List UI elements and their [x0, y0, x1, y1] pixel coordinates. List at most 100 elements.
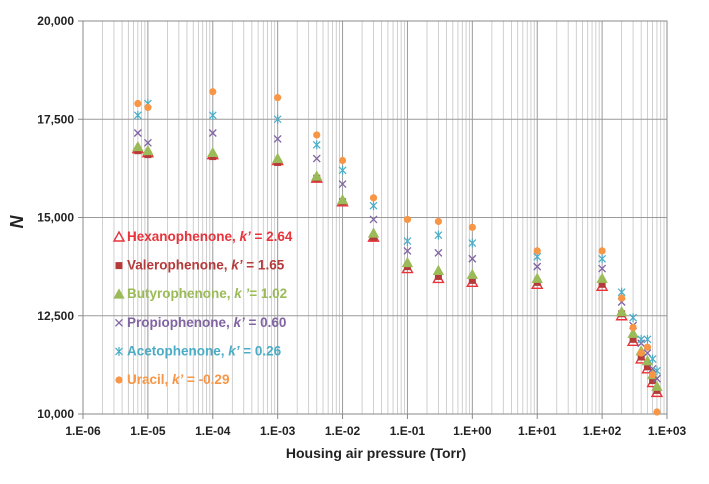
data-point — [133, 110, 142, 120]
data-point — [649, 377, 657, 385]
legend-marker — [115, 318, 123, 327]
data-point — [629, 323, 637, 332]
data-point — [208, 110, 217, 120]
legend-label: Valerophenone, k’ = 1.65 — [127, 258, 285, 273]
data-point — [369, 215, 378, 224]
data-point — [598, 280, 606, 288]
y-axis-ticks: 10,000 12,500 15,000 17,500 20,000 — [37, 14, 83, 421]
legend-item-uracil: Uracil, k’ = -0.29 — [115, 372, 229, 387]
data-point — [403, 236, 412, 246]
data-point — [637, 349, 645, 357]
legend-marker — [115, 376, 123, 384]
data-point — [336, 193, 349, 205]
data-point — [615, 305, 628, 317]
data-point — [468, 276, 476, 284]
data-point — [142, 144, 154, 156]
data-point — [434, 230, 443, 240]
y-tick-label: 15,000 — [37, 211, 74, 225]
data-point — [432, 264, 445, 275]
data-point — [434, 217, 443, 226]
legend-label: Propiophenone, k’ = 0.60 — [127, 315, 286, 330]
x-tick-label: 1.E-03 — [260, 424, 296, 438]
y-tick-label: 10,000 — [37, 407, 74, 421]
y-tick-label: 12,500 — [37, 309, 74, 323]
data-point — [598, 247, 606, 255]
data-point — [434, 248, 443, 257]
data-point — [648, 364, 657, 373]
legend-item-butyrophenone: Butyrophenone, k ’= 1.02 — [113, 286, 287, 301]
data-point — [401, 256, 414, 268]
data-point — [132, 140, 144, 152]
data-point — [338, 180, 347, 189]
data-point — [643, 343, 652, 351]
series-acetophenone — [133, 99, 661, 376]
data-point — [274, 94, 282, 102]
legend-label: Hexanophenone, k’ = 2.64 — [127, 229, 293, 244]
data-point — [641, 355, 654, 366]
data-point — [637, 353, 645, 361]
data-point — [531, 272, 543, 283]
data-point — [312, 140, 321, 150]
legend-item-hexanophenone: Hexanophenone, k’ = 2.64 — [112, 229, 293, 244]
data-point — [273, 114, 282, 124]
data-point — [643, 363, 651, 371]
data-point — [533, 247, 541, 255]
data-point — [651, 380, 663, 391]
x-tick-label: 1.E+01 — [518, 424, 557, 438]
legend-marker — [113, 288, 125, 299]
data-point — [598, 264, 607, 273]
data-point — [629, 335, 637, 343]
data-point — [338, 156, 347, 165]
legend-item-propiophenone: Propiophenone, k’ = 0.60 — [115, 315, 286, 330]
x-tick-label: 1.E-06 — [65, 424, 101, 438]
data-series — [131, 88, 664, 416]
data-point — [533, 262, 542, 271]
x-axis-title: Housing air pressure (Torr) — [286, 445, 466, 461]
x-tick-label: 1.E+00 — [453, 424, 492, 438]
x-tick-label: 1.E+02 — [583, 424, 622, 438]
data-point — [466, 268, 479, 279]
x-tick-label: 1.E-02 — [325, 424, 361, 438]
data-point — [367, 227, 380, 238]
data-point — [627, 327, 639, 338]
series-butyrophenone — [132, 140, 663, 391]
legend-marker — [115, 262, 123, 270]
data-point — [209, 88, 217, 96]
x-tick-label: 1.E-04 — [195, 424, 231, 438]
legend-marker — [112, 230, 126, 242]
data-point — [369, 194, 378, 202]
data-point — [598, 254, 607, 264]
data-point — [311, 170, 323, 181]
data-point — [338, 165, 347, 175]
data-point — [143, 138, 152, 147]
data-point — [208, 129, 217, 137]
data-point — [468, 254, 477, 263]
data-point — [637, 334, 646, 344]
y-tick-label: 17,500 — [37, 112, 74, 126]
x-tick-label: 1.E-01 — [390, 424, 426, 438]
legend-marker — [115, 346, 123, 356]
y-axis-title: N — [7, 215, 27, 229]
data-point — [434, 272, 442, 280]
data-point — [468, 238, 477, 248]
data-point — [273, 134, 282, 143]
data-point — [134, 99, 142, 108]
data-point — [133, 129, 142, 137]
legend-item-valerophenone: Valerophenone, k’ = 1.65 — [115, 258, 285, 273]
x-tick-label: 1.E+03 — [648, 424, 687, 438]
legend-label: Butyrophenone, k ’= 1.02 — [127, 286, 287, 301]
data-point — [629, 313, 637, 323]
legend-item-acetophenone: Acetophenone, k’ = 0.26 — [115, 343, 282, 358]
data-point — [144, 103, 152, 112]
y-tick-label: 20,000 — [37, 14, 74, 28]
data-point — [271, 152, 284, 163]
data-point — [468, 223, 476, 231]
legend: Hexanophenone, k’ = 2.64 Valerophenone, k… — [112, 229, 293, 387]
data-point — [618, 294, 626, 302]
data-point — [643, 334, 652, 344]
data-point — [369, 201, 378, 211]
legend-label: Acetophenone, k’ = 0.26 — [127, 343, 282, 358]
legend-label: Uracil, k’ = -0.29 — [127, 372, 229, 387]
data-point — [403, 246, 412, 255]
